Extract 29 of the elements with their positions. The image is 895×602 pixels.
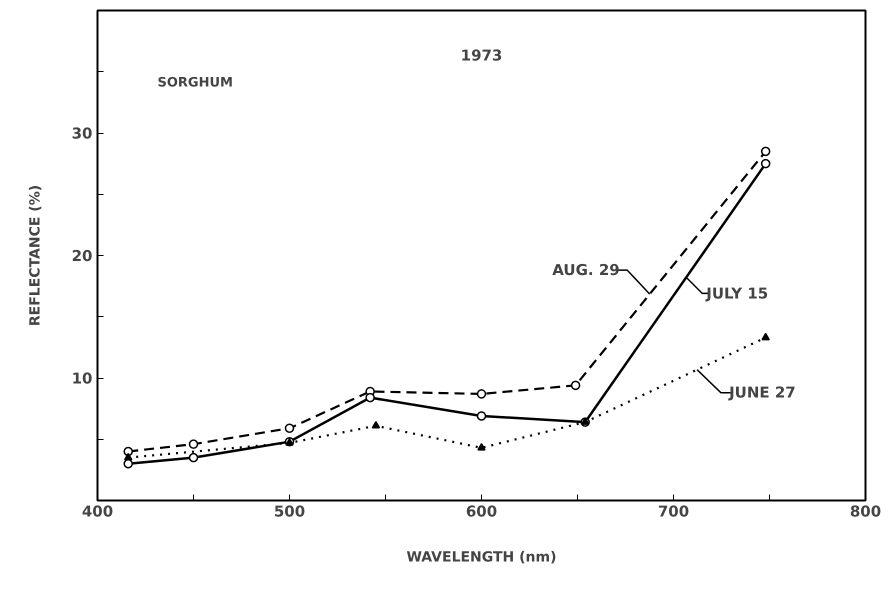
legend-label: JULY 15 (705, 284, 768, 302)
point (365, 392, 375, 402)
point (188, 439, 198, 449)
x-axis-title: WAVELENGTH (nm) (406, 550, 557, 566)
x-tick-label: 600 (466, 502, 498, 520)
text: AUG. 29 (552, 261, 620, 280)
point (476, 389, 486, 399)
x-tick-label: 400 (82, 502, 114, 520)
x-tick-label: 700 (658, 502, 690, 520)
y-tick-label: 10 (72, 370, 92, 388)
point (760, 146, 770, 156)
series-label: JUNE 27 (728, 384, 796, 402)
y-tick-label: 30 (72, 124, 92, 142)
point (123, 459, 133, 468)
point (570, 380, 580, 390)
point (188, 452, 198, 462)
text: 1973 (460, 46, 502, 64)
point (124, 452, 132, 460)
x-tick-label: 800 (850, 502, 882, 520)
point (477, 443, 486, 451)
point (761, 332, 770, 340)
point (760, 158, 770, 168)
x-tick-label: 500 (274, 502, 306, 520)
y-tick-label: 20 (72, 247, 92, 265)
point (372, 420, 380, 429)
point (476, 411, 486, 421)
annotation: SORGHUM (158, 76, 233, 90)
y-axis-title: REFLECTANCE (%) (28, 184, 44, 326)
point (284, 423, 294, 433)
